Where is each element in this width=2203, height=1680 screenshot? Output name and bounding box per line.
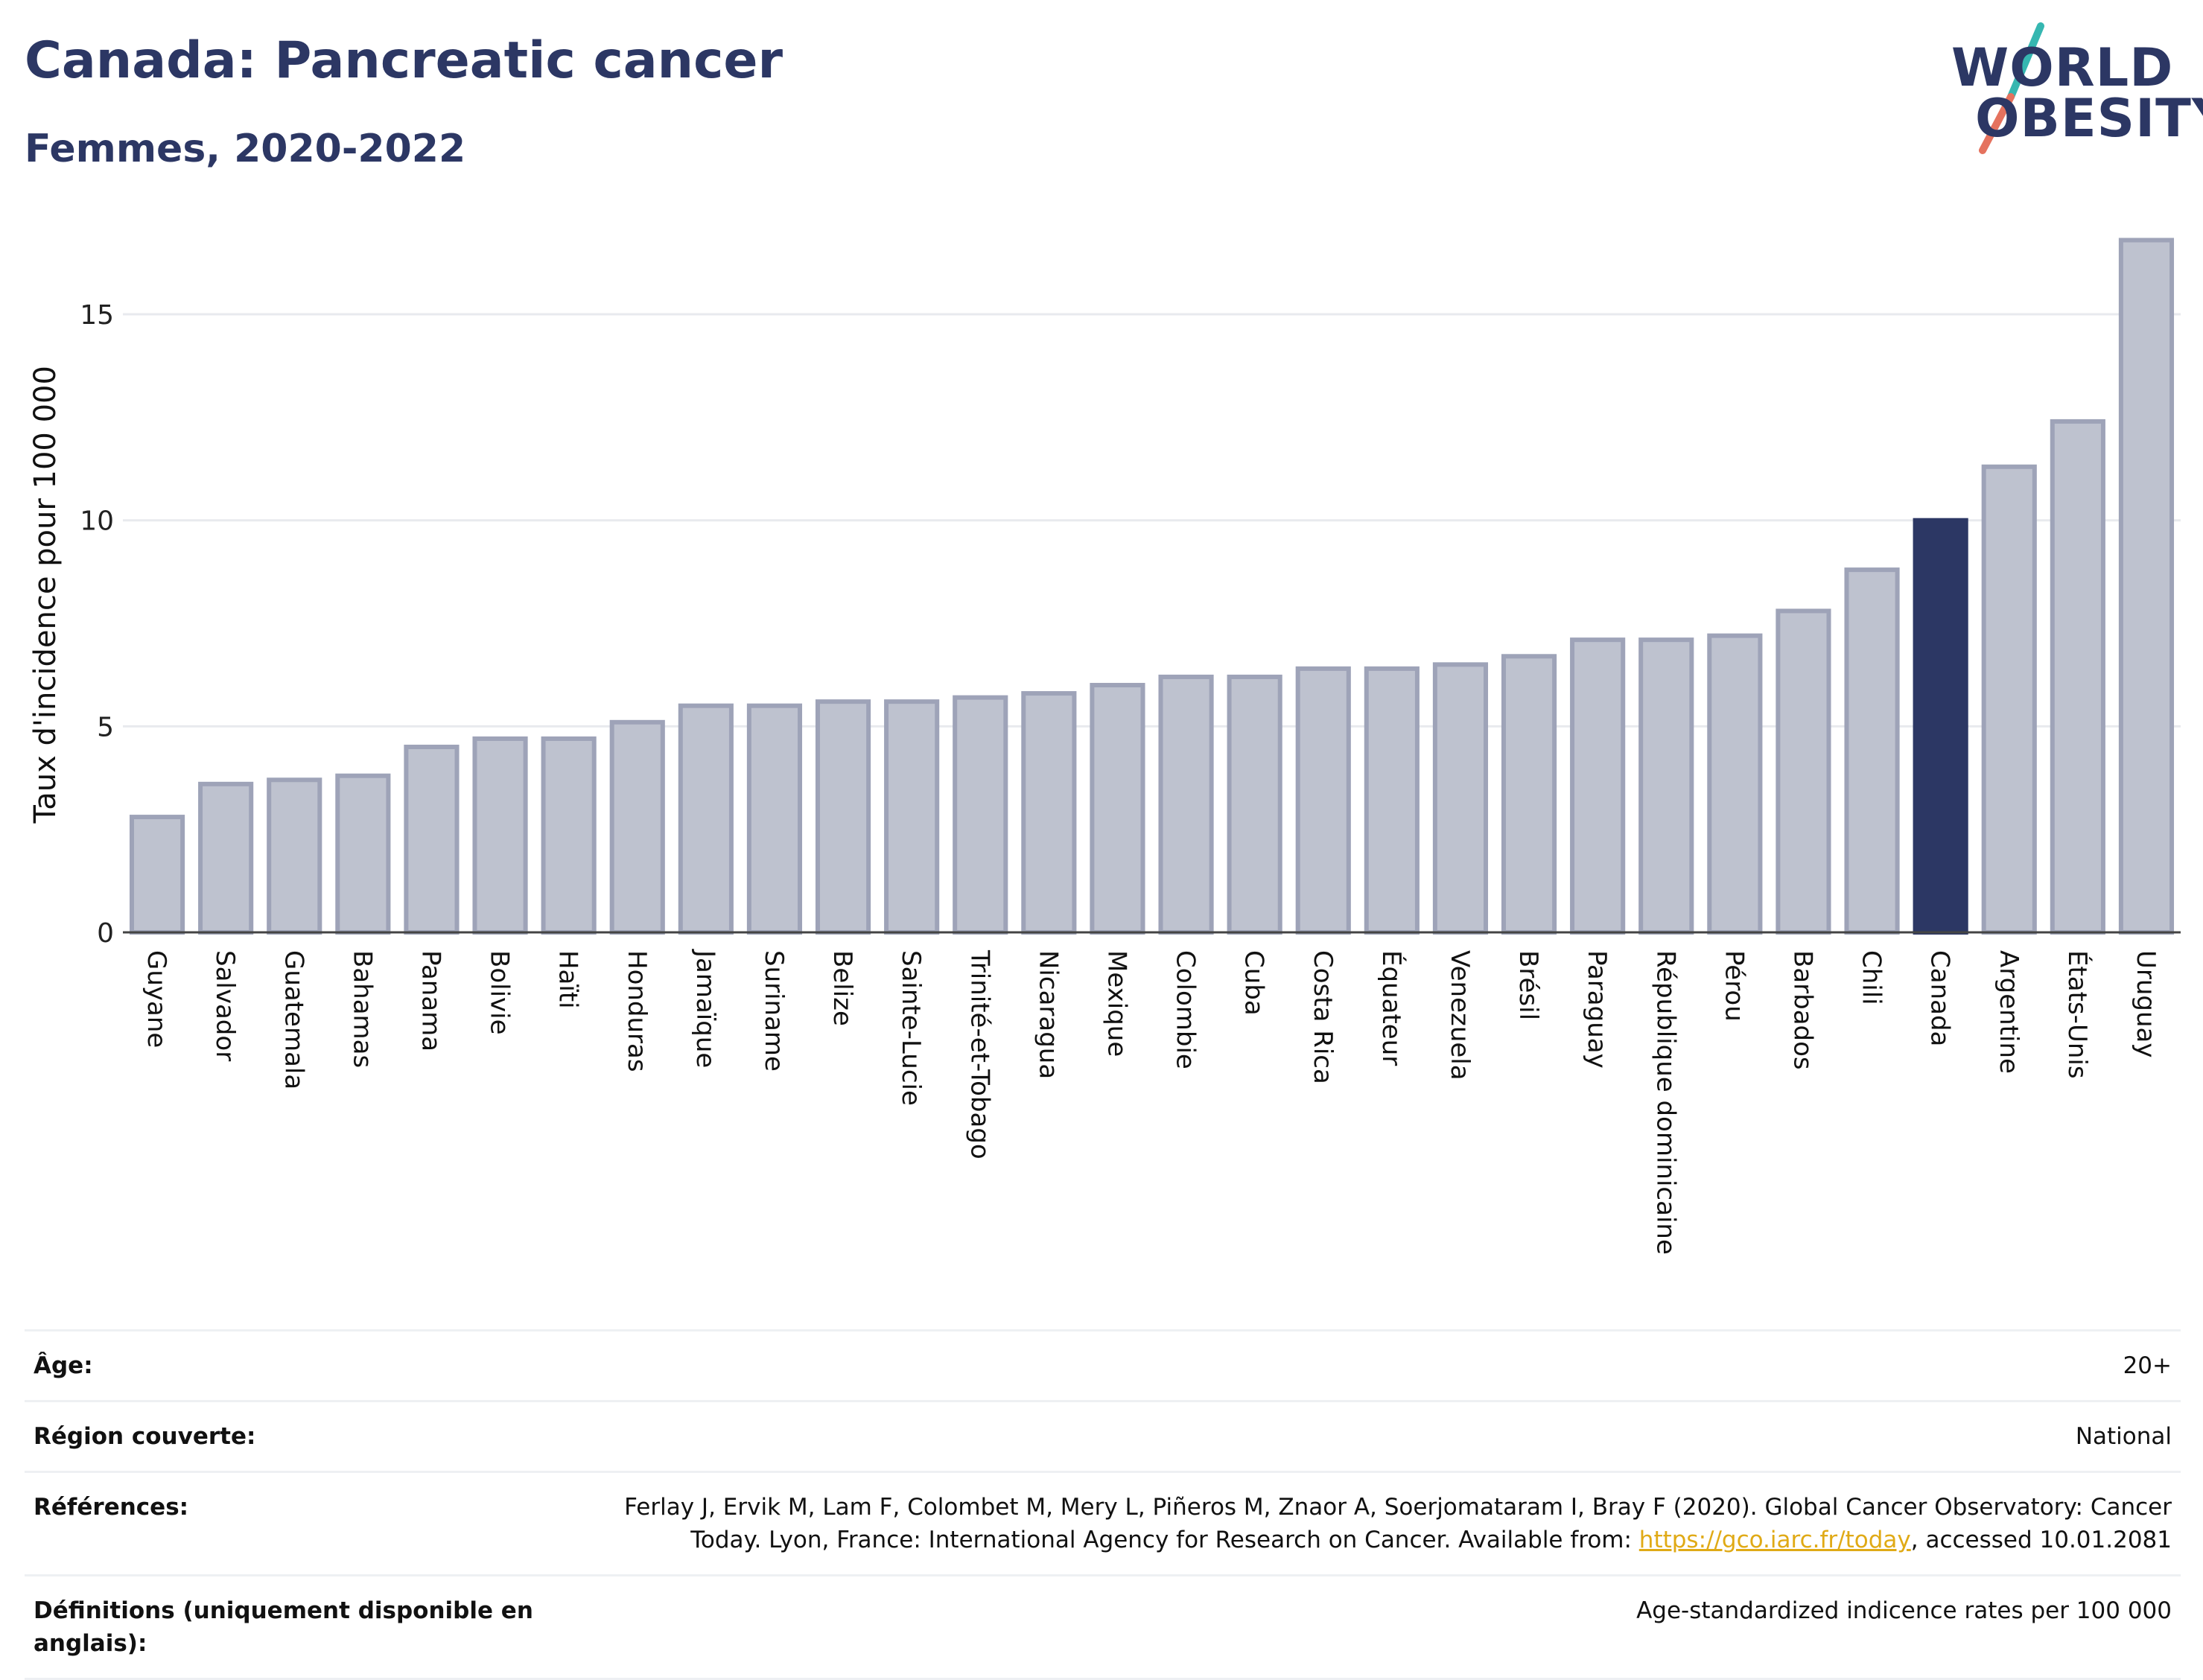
- bar: [1707, 633, 1763, 935]
- logo-text-obesity: OBESITY: [1975, 88, 2203, 149]
- metadata-row: Âge: 20+: [25, 1331, 2181, 1402]
- bar: [678, 703, 734, 935]
- y-tick-label: 15: [80, 300, 114, 331]
- x-category-label: Colombie: [1171, 950, 1201, 1069]
- x-category-label: Guyane: [142, 950, 171, 1048]
- metadata-value: 20+: [2123, 1352, 2172, 1379]
- metadata-value: Age-standardized indicence rates per 100…: [1636, 1597, 2172, 1624]
- metadata-label: Définitions (uniquement disponible en an…: [34, 1597, 533, 1657]
- x-category-label: Bahamas: [347, 950, 377, 1068]
- x-category-label: Équateur: [1376, 950, 1407, 1066]
- metadata-label: Références:: [34, 1494, 189, 1521]
- bar: [1227, 674, 1282, 935]
- bar: [1981, 464, 2037, 935]
- bar: [1295, 666, 1351, 935]
- chart-title: Canada: Pancreatic cancer: [25, 31, 783, 90]
- bar: [609, 719, 665, 935]
- bar: [1021, 691, 1077, 935]
- x-category-label: Uruguay: [2131, 950, 2161, 1058]
- y-axis-ticks: 0 5 10 15: [80, 300, 114, 949]
- x-category-label: Belize: [827, 950, 857, 1026]
- x-category-label: Suriname: [759, 950, 789, 1072]
- bar: [1501, 654, 1557, 935]
- x-category-label: Jamaïque: [690, 949, 720, 1068]
- logo-slash-icon: [1979, 22, 2044, 154]
- metadata-value: National: [2075, 1423, 2172, 1450]
- x-category-label: Guatemala: [279, 950, 308, 1089]
- bar: [815, 699, 871, 935]
- bar: [746, 703, 803, 935]
- y-tick-label: 0: [97, 918, 114, 949]
- metadata-table: Âge: 20+ Région couverte: National Référence…: [25, 1329, 2181, 1680]
- bars-layer: [129, 238, 2175, 935]
- bar: [1570, 637, 1626, 935]
- y-tick-label: 5: [97, 712, 114, 742]
- bar: [335, 773, 391, 935]
- x-category-label: Paraguay: [1582, 950, 1612, 1069]
- bar: [267, 777, 322, 935]
- bar: [1364, 666, 1420, 935]
- bar: [2118, 238, 2175, 935]
- x-category-label: Costa Rica: [1308, 950, 1338, 1084]
- y-axis-title: Taux d'incidence pour 100 000: [28, 366, 63, 824]
- bar: [884, 699, 940, 935]
- x-category-label: Trinité-et-Tobago: [964, 949, 994, 1159]
- bar: [198, 781, 254, 935]
- x-category-label: Haïti: [553, 950, 583, 1009]
- bar: [1844, 567, 1900, 935]
- bar: [1432, 662, 1489, 935]
- bar: [953, 695, 1008, 935]
- y-tick-label: 10: [80, 506, 114, 537]
- x-category-label: Brésil: [1513, 950, 1543, 1020]
- x-category-label: Honduras: [622, 950, 652, 1072]
- x-category-label: Sainte-Lucie: [896, 950, 926, 1106]
- x-category-label: Salvador: [210, 950, 240, 1061]
- bar-chart: 0 5 10 15 Guyane Salvador Guatemala Bahamas Pan…: [28, 238, 2181, 1255]
- reference-link[interactable]: https://gco.iarc.fr/today: [1638, 1527, 1911, 1553]
- world-obesity-logo: WORLD OBESITY: [1936, 22, 2203, 156]
- x-category-label: Venezuela: [1445, 950, 1475, 1081]
- x-category-label: Mexique: [1102, 950, 1131, 1057]
- x-category-label: République dominicaine: [1650, 950, 1680, 1255]
- bar: [2050, 419, 2105, 935]
- bar: [472, 736, 528, 935]
- x-category-label: Canada: [1925, 950, 1955, 1046]
- x-category-label: Nicaragua: [1033, 950, 1063, 1079]
- metadata-label: Région couverte:: [34, 1423, 256, 1450]
- x-category-label: États-Unis: [2062, 950, 2093, 1079]
- x-category-label: Cuba: [1239, 950, 1269, 1016]
- chart-subtitle: Femmes, 2020-2022: [25, 127, 466, 171]
- bar: [129, 815, 185, 935]
- metadata-row: Références: Ferlay J, Ervik M, Lam F, Col…: [25, 1473, 2181, 1576]
- x-category-label: Pérou: [1719, 950, 1749, 1022]
- logo-text-world: WORLD: [1951, 37, 2174, 98]
- metadata-row: Région couverte: National: [25, 1402, 2181, 1473]
- bar-highlight: [1913, 518, 1968, 935]
- metadata-row: Définitions (uniquement disponible en an…: [25, 1576, 2181, 1680]
- x-category-label: Chili: [1857, 950, 1886, 1005]
- bar: [404, 745, 460, 935]
- bar: [1090, 683, 1145, 935]
- x-category-label: Argentine: [1994, 950, 2024, 1074]
- x-category-label: Bolivie: [485, 950, 515, 1035]
- bar: [541, 736, 597, 935]
- metadata-value: Ferlay J, Ervik M, Lam F, Colombet M, Me…: [624, 1494, 2172, 1553]
- metadata-label: Âge:: [34, 1352, 93, 1379]
- bar: [1158, 674, 1214, 935]
- bar: [1638, 637, 1694, 935]
- bar: [1776, 608, 1831, 935]
- x-axis-categories: Guyane Salvador Guatemala Bahamas Panama Boli…: [142, 949, 2161, 1255]
- x-category-label: Panama: [416, 950, 445, 1051]
- x-category-label: Barbados: [1787, 950, 1817, 1070]
